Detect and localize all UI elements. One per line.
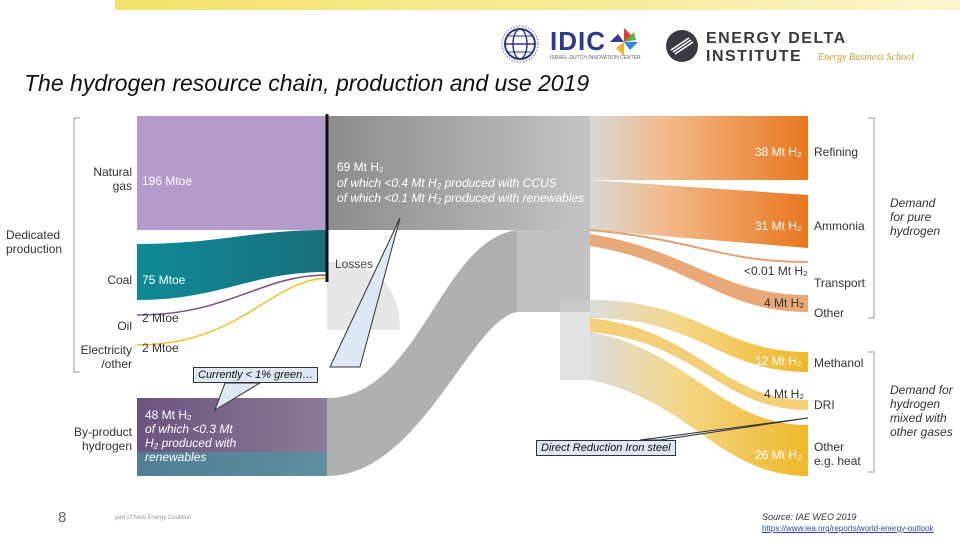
value-electricity: 2 Mtoe bbox=[142, 341, 179, 355]
natural-gas-flow bbox=[137, 116, 327, 230]
electricity-flow bbox=[136, 277, 328, 346]
idic-subtitle: ISRAEL-DUTCH INNOVATION CENTER bbox=[550, 55, 641, 61]
dedicated-bracket bbox=[73, 117, 80, 373]
value-oil: 2 Mtoe bbox=[142, 311, 179, 325]
label-coal: Coal bbox=[107, 273, 132, 287]
footer-note: part of New Energy Coalition bbox=[115, 515, 192, 521]
green-callout-pointer bbox=[329, 217, 401, 368]
ammonia-flow bbox=[590, 180, 808, 248]
value-renewables: of which <0.1 Mt H₂ produced with renewa… bbox=[337, 191, 585, 205]
value-methanol: 12 Mt H₂ bbox=[755, 354, 802, 368]
value-dri: 4 Mt H₂ bbox=[764, 387, 804, 401]
label-other-heat: Other e.g. heat bbox=[814, 440, 861, 468]
mixed-demand-bracket bbox=[868, 351, 875, 473]
page-number: 8 bbox=[58, 509, 67, 526]
oil-flow bbox=[136, 274, 328, 316]
green-callout-pointer-2 bbox=[214, 382, 262, 412]
transport-flow bbox=[589, 229, 809, 263]
source-citation: Source: IAE WEO 2019 bbox=[762, 512, 857, 522]
coal-flow bbox=[137, 230, 327, 300]
other-pure-flow bbox=[590, 234, 808, 312]
idic-logo: IDIC ISRAEL-DUTCH INNOVATION CENTER bbox=[500, 22, 650, 66]
idic-name: IDIC bbox=[550, 26, 606, 56]
label-dri: DRI bbox=[814, 398, 835, 412]
label-demand-pure: Demand for pure hydrogen bbox=[890, 196, 941, 238]
label-electricity: Electricity /other bbox=[80, 343, 132, 371]
dri-callout: Direct Reduction Iron steel bbox=[536, 440, 676, 456]
label-natural-gas: Natural gas bbox=[93, 165, 132, 193]
label-demand-mixed: Demand for hydrogen mixed with other gas… bbox=[890, 383, 953, 439]
slide-title: The hydrogen resource chain, production … bbox=[24, 70, 590, 96]
pure-demand-bracket bbox=[868, 117, 875, 319]
label-oil: Oil bbox=[117, 319, 132, 333]
value-refining: 38 Mt H₂ bbox=[755, 145, 802, 159]
edi-name-line1: ENERGY DELTA bbox=[706, 30, 847, 47]
dedicated-h2-block bbox=[327, 116, 590, 230]
value-ccus: of which <0.4 Mt H₂ produced with CCUS bbox=[337, 176, 557, 190]
globe-icon bbox=[501, 25, 539, 63]
pinwheel-icon bbox=[610, 28, 638, 56]
edi-name-line2: INSTITUTE bbox=[706, 48, 803, 65]
value-ammonia: 31 Mt H₂ bbox=[755, 219, 802, 233]
edi-logo: ENERGY DELTA INSTITUTE Energy Business S… bbox=[664, 28, 954, 68]
by-product-merge bbox=[327, 230, 517, 476]
methanol-flow bbox=[590, 300, 808, 372]
refining-flow bbox=[590, 116, 808, 180]
label-losses: Losses bbox=[335, 257, 374, 271]
green-callout: Currently < 1% green… bbox=[193, 367, 319, 383]
label-methanol: Methanol bbox=[814, 356, 864, 370]
value-other-pure: 4 Mt H₂ bbox=[764, 296, 804, 310]
by-product-renewables bbox=[137, 452, 327, 476]
edi-subtitle: Energy Business School bbox=[818, 52, 914, 63]
label-dedicated-production: Dedicated production bbox=[6, 228, 63, 256]
source-link[interactable]: https://www.iea.org/reports/world-energy… bbox=[762, 524, 934, 533]
top-accent-bar bbox=[115, 0, 960, 10]
other-heat-flow bbox=[590, 332, 808, 476]
dri-flow bbox=[590, 318, 808, 410]
label-transport: Transport bbox=[814, 276, 865, 290]
value-other-mixed: 26 Mt H₂ bbox=[755, 448, 802, 462]
value-natural-gas: 196 Mtoe bbox=[142, 174, 193, 188]
edi-emblem-icon bbox=[666, 30, 698, 62]
label-ammonia: Ammonia bbox=[814, 219, 865, 233]
label-by-product: By-product hydrogen bbox=[73, 425, 132, 453]
dedicated-h2-tail bbox=[517, 230, 590, 312]
value-transport: <0.01 Mt H₂ bbox=[744, 264, 808, 278]
value-dedicated-h2: 69 Mt H₂ bbox=[337, 160, 384, 174]
mixed-junction bbox=[560, 300, 590, 380]
label-other: Other bbox=[814, 306, 845, 320]
label-refining: Refining bbox=[814, 145, 859, 159]
value-by-product: 48 Mt H₂ of which <0.3 Mt H₂ produced wi… bbox=[145, 408, 237, 464]
value-coal: 75 Mtoe bbox=[142, 273, 186, 287]
